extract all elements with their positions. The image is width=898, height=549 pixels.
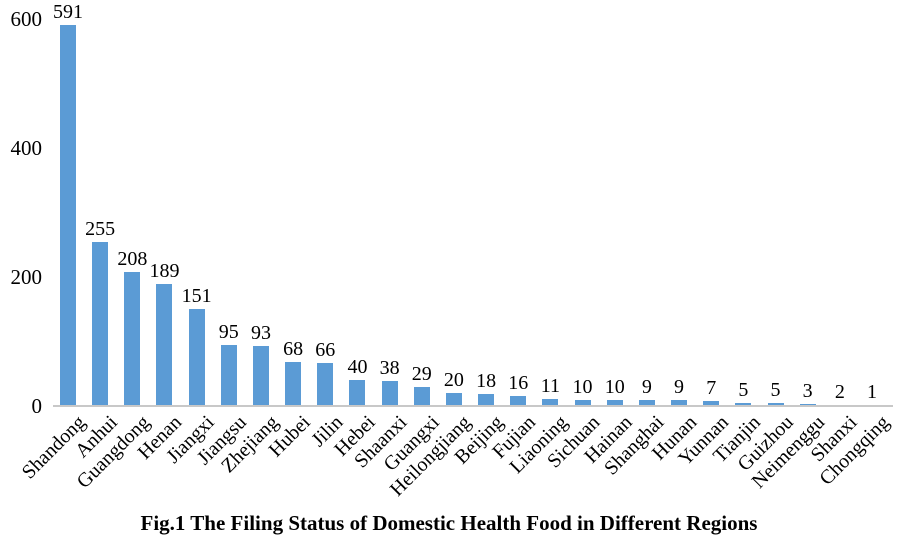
bar-value-label: 38 [379, 357, 400, 380]
bar [767, 402, 784, 406]
bar-value-label: 29 [411, 363, 432, 386]
bar-value-label: 255 [85, 217, 116, 240]
bar-value-label: 10 [604, 375, 625, 398]
bar [220, 344, 237, 406]
bar-value-label: 66 [315, 339, 336, 362]
bar-value-label: 40 [347, 356, 368, 379]
bar-value-label: 16 [508, 371, 529, 394]
bar-value-label: 10 [572, 375, 593, 398]
chart-title: Fig.1 The Filing Status of Domestic Heal… [140, 511, 758, 535]
bar [252, 346, 269, 406]
bar [606, 399, 623, 406]
bar-value-label: 591 [53, 0, 83, 23]
bar-value-label: 11 [540, 374, 561, 397]
x-axis-line [53, 405, 893, 407]
bar [413, 387, 430, 406]
bar-value-label: 2 [834, 380, 845, 403]
bar-value-label: 1 [867, 381, 877, 403]
bar-value-label: 9 [641, 376, 652, 399]
bar [542, 398, 559, 406]
bar [445, 393, 462, 406]
y-axis-tick-label: 600 [10, 7, 43, 31]
bar [124, 271, 141, 406]
bar-value-label: 20 [443, 369, 464, 392]
bar-value-label: 3 [802, 380, 813, 403]
bar [510, 395, 527, 406]
bar-value-label: 5 [738, 378, 749, 401]
bar-value-label: 68 [283, 338, 304, 361]
y-axis-tick-label: 400 [10, 136, 43, 160]
bar [317, 363, 334, 406]
bar [671, 400, 688, 406]
bar [60, 24, 76, 406]
bar-value-label: 208 [117, 247, 148, 270]
bar-value-label: 189 [149, 260, 180, 283]
bar [156, 284, 173, 406]
bar [703, 401, 720, 406]
bar [92, 241, 109, 406]
bar-value-label: 93 [250, 322, 271, 344]
bar [574, 399, 591, 406]
bar [188, 308, 205, 406]
bar-value-label: 9 [674, 376, 685, 399]
bar-value-label: 5 [770, 378, 781, 401]
bar-value-label: 18 [476, 370, 497, 393]
bar-value-label: 7 [706, 377, 717, 400]
bar [285, 362, 302, 406]
bar [638, 400, 655, 406]
bar-value-label: 95 [218, 320, 239, 343]
bar [349, 380, 366, 406]
y-axis-tick-label: 0 [31, 394, 43, 418]
y-axis-tick-label: 200 [10, 265, 43, 289]
bar-value-label: 151 [181, 284, 212, 307]
bar [381, 381, 398, 406]
bar [478, 394, 495, 406]
bar [735, 402, 752, 406]
